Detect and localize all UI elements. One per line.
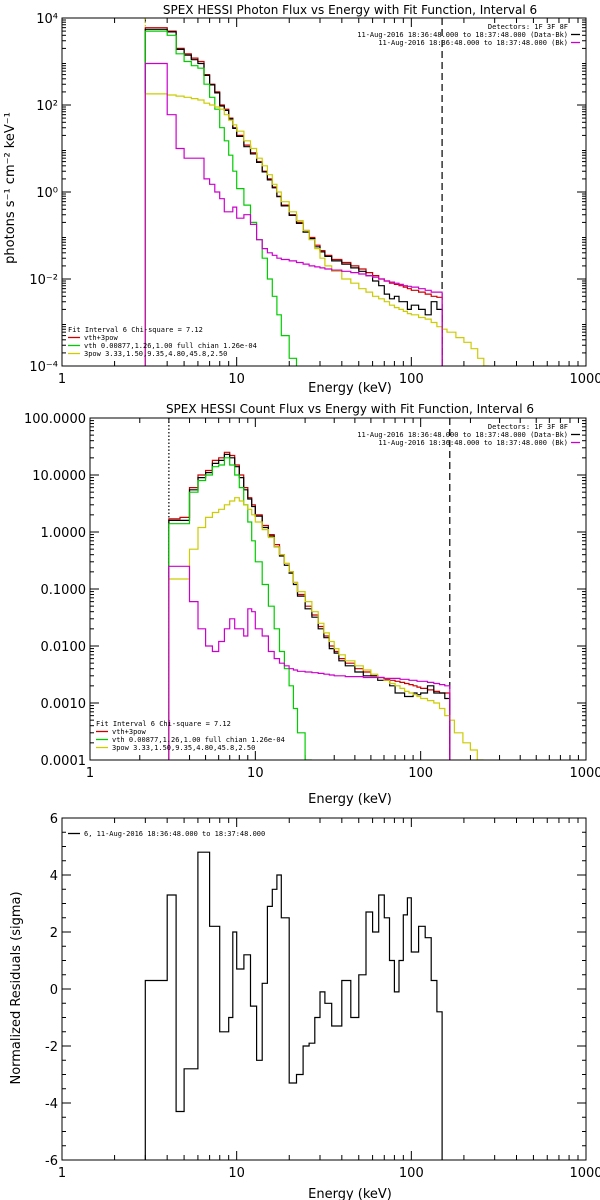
residuals-xlabel: Energy (keV) bbox=[308, 1187, 392, 1200]
legend-entry-left: 3pow 3.33,1.50,9.35,4.80,45.8,2.50 bbox=[112, 744, 255, 752]
y-tick-label: 0.1000 bbox=[41, 583, 87, 598]
x-tick-label: 10 bbox=[228, 1166, 245, 1181]
residuals-ylabel: Normalized Residuals (sigma) bbox=[9, 891, 24, 1084]
residuals-panel: Energy (keV) Normalized Residuals (sigma… bbox=[9, 812, 600, 1200]
series-data-bk-line bbox=[168, 453, 451, 760]
x-tick-label: 1000 bbox=[569, 372, 600, 387]
y-tick-label: 0.0010 bbox=[41, 697, 87, 712]
x-tick-label: 100 bbox=[399, 372, 424, 387]
x-tick-label: 100 bbox=[408, 766, 433, 781]
series-bk-line bbox=[144, 62, 443, 366]
photon-flux-title: SPEX HESSI Photon Flux vs Energy with Fi… bbox=[163, 3, 537, 17]
x-tick-label: 100 bbox=[399, 1166, 424, 1181]
legend-entry-right: Detectors: 1F 3F 8F bbox=[488, 423, 568, 431]
y-tick-label: 4 bbox=[50, 869, 58, 884]
legend-entry-left: vth 0.00877,1.26,1.00 full chian 1.26e-0… bbox=[84, 342, 257, 350]
legend-entry-right: 11-Aug-2016 18:36:48.000 to 18:37:48.000… bbox=[357, 31, 568, 39]
legend-entry-left: vth+3pow bbox=[112, 728, 147, 736]
series-vth-line bbox=[168, 457, 312, 760]
y-tick-label: 10⁴ bbox=[36, 12, 58, 27]
photon-flux-ylabel: photons s⁻¹ cm⁻² keV⁻¹ bbox=[3, 112, 18, 264]
plot-frame bbox=[61, 817, 587, 1161]
legend-entry-left: vth+3pow bbox=[84, 334, 119, 342]
x-tick-label: 10 bbox=[247, 766, 264, 781]
count-flux-panel: SPEX HESSI Count Flux vs Energy with Fit… bbox=[24, 402, 600, 807]
series-bk-line bbox=[168, 565, 451, 760]
y-tick-label: 1.0000 bbox=[41, 526, 87, 541]
y-tick-label: 10⁻⁴ bbox=[29, 360, 58, 375]
x-tick-label: 1000 bbox=[569, 766, 600, 781]
y-tick-label: 0 bbox=[50, 983, 58, 998]
legend-entry-right: 11-Aug-2016 18:36:48.000 to 18:37:48.000… bbox=[378, 439, 568, 447]
legend-entry-left: vth 0.00877,1.26,1.00 full chian 1.26e-0… bbox=[112, 736, 285, 744]
legend-entry-right: 11-Aug-2016 18:36:48.000 to 18:37:48.000… bbox=[357, 431, 568, 439]
legend-entry-right: Detectors: 1F 3F 8F bbox=[488, 23, 568, 31]
x-tick-label: 10 bbox=[228, 372, 245, 387]
legend-entry-left: Fit Interval 6 Chi-square = 7.12 bbox=[96, 720, 231, 728]
plot-frame bbox=[61, 17, 587, 367]
legend-entry-left: 3pow 3.33,1.50,9.35,4.80,45.8,2.50 bbox=[84, 350, 227, 358]
series-residuals-line bbox=[144, 851, 443, 1160]
y-tick-label: 0.0100 bbox=[41, 640, 87, 655]
y-tick-label: 10² bbox=[36, 99, 58, 114]
y-tick-label: 2 bbox=[50, 926, 58, 941]
series-3pow-line bbox=[168, 497, 484, 760]
x-tick-label: 1 bbox=[58, 1166, 66, 1181]
legend-entry-left: Fit Interval 6 Chi-square = 7.12 bbox=[68, 326, 203, 334]
plot-frame bbox=[89, 417, 587, 761]
y-tick-label: 10⁰ bbox=[36, 186, 58, 201]
series-vth-line bbox=[144, 30, 304, 366]
count-flux-title: SPEX HESSI Count Flux vs Energy with Fit… bbox=[166, 402, 534, 416]
y-tick-label: 0.0001 bbox=[41, 754, 87, 769]
x-tick-label: 1 bbox=[58, 372, 66, 387]
legend-entry-right: 11-Aug-2016 18:36:48.000 to 18:37:48.000… bbox=[378, 39, 568, 47]
x-tick-label: 1 bbox=[86, 766, 94, 781]
count-flux-xlabel: Energy (keV) bbox=[308, 792, 392, 807]
y-tick-label: 100.0000 bbox=[24, 412, 86, 427]
photon-flux-xlabel: Energy (keV) bbox=[308, 381, 392, 396]
photon-flux-panel: SPEX HESSI Photon Flux vs Energy with Fi… bbox=[3, 3, 600, 396]
y-tick-label: 10⁻² bbox=[29, 273, 58, 288]
series-3pow-line bbox=[144, 93, 490, 366]
x-tick-label: 1000 bbox=[569, 1166, 600, 1181]
legend-entry-left: 6, 11-Aug-2016 18:36:48.000 to 18:37:48.… bbox=[84, 830, 265, 838]
y-tick-label: 6 bbox=[50, 812, 58, 827]
y-tick-label: -4 bbox=[45, 1097, 58, 1112]
y-tick-label: -2 bbox=[45, 1040, 58, 1055]
y-tick-label: -6 bbox=[45, 1154, 58, 1169]
y-tick-label: 10.0000 bbox=[32, 469, 86, 484]
